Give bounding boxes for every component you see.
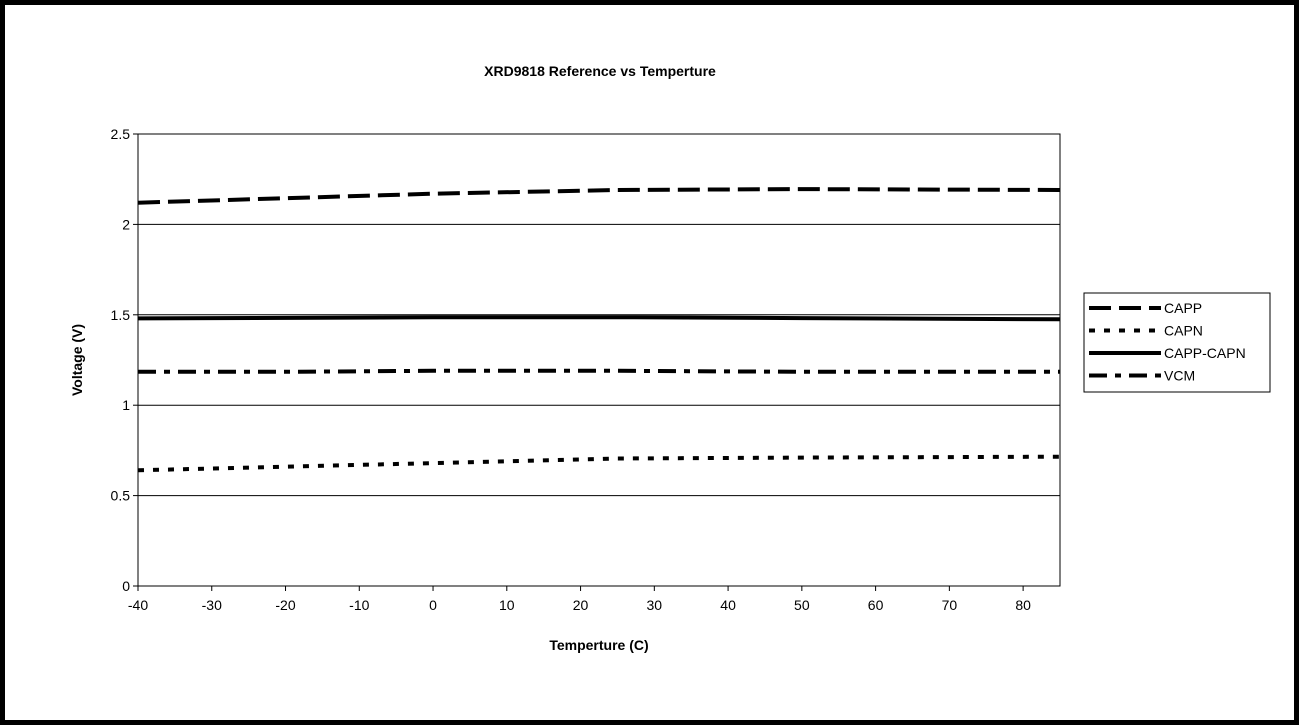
series-line-vcm <box>138 368 1060 374</box>
series-layer <box>137 187 1061 473</box>
x-axis: -40 -30 -20 -10 0 10 20 30 40 50 60 70 80 <box>128 586 1031 613</box>
x-tick-label: 20 <box>573 597 589 613</box>
x-tick-label: -20 <box>275 597 295 613</box>
plot-area <box>137 133 1061 587</box>
legend-label-capp: CAPP <box>1164 300 1202 316</box>
x-tick-label: 70 <box>942 597 958 613</box>
x-axis-title: Temperture (C) <box>549 637 648 653</box>
series-line-capp-capn <box>137 315 1061 322</box>
x-tick-label: 0 <box>429 597 437 613</box>
legend-label-capp-capn: CAPP-CAPN <box>1164 345 1246 361</box>
x-tick-label: 10 <box>499 597 515 613</box>
series-line-capn <box>137 454 1061 473</box>
y-axis-title: Voltage (V) <box>69 324 85 396</box>
x-tick-label: -30 <box>202 597 222 613</box>
y-tick-label: 0 <box>122 578 130 594</box>
chart-title: XRD9818 Reference vs Temperture <box>484 63 716 79</box>
y-axis: 0 0.5 1 1.5 2 2.5 <box>111 126 138 594</box>
legend-label-vcm: VCM <box>1164 368 1195 384</box>
x-tick-label: 30 <box>647 597 663 613</box>
x-tick-label: 60 <box>868 597 884 613</box>
y-tick-label: 1.5 <box>111 307 131 323</box>
x-tick-label: 80 <box>1015 597 1031 613</box>
y-tick-label: 2 <box>122 216 130 232</box>
y-tick-label: 0.5 <box>111 488 131 504</box>
x-tick-label: 50 <box>794 597 810 613</box>
line-chart: XRD9818 Reference vs Temperture -40 -30 -2… <box>69 63 1271 653</box>
series-line-capp <box>137 187 1061 205</box>
plot-border <box>137 133 1061 587</box>
legend: CAPP CAPN CAPP-CAPN VCM <box>1083 292 1271 393</box>
y-tick-label: 2.5 <box>111 126 131 142</box>
legend-label-capn: CAPN <box>1164 323 1203 339</box>
x-tick-label: -40 <box>128 597 148 613</box>
x-tick-label: -10 <box>349 597 369 613</box>
x-tick-label: 40 <box>720 597 736 613</box>
y-tick-label: 1 <box>122 397 130 413</box>
grid-lines <box>138 223 1060 497</box>
